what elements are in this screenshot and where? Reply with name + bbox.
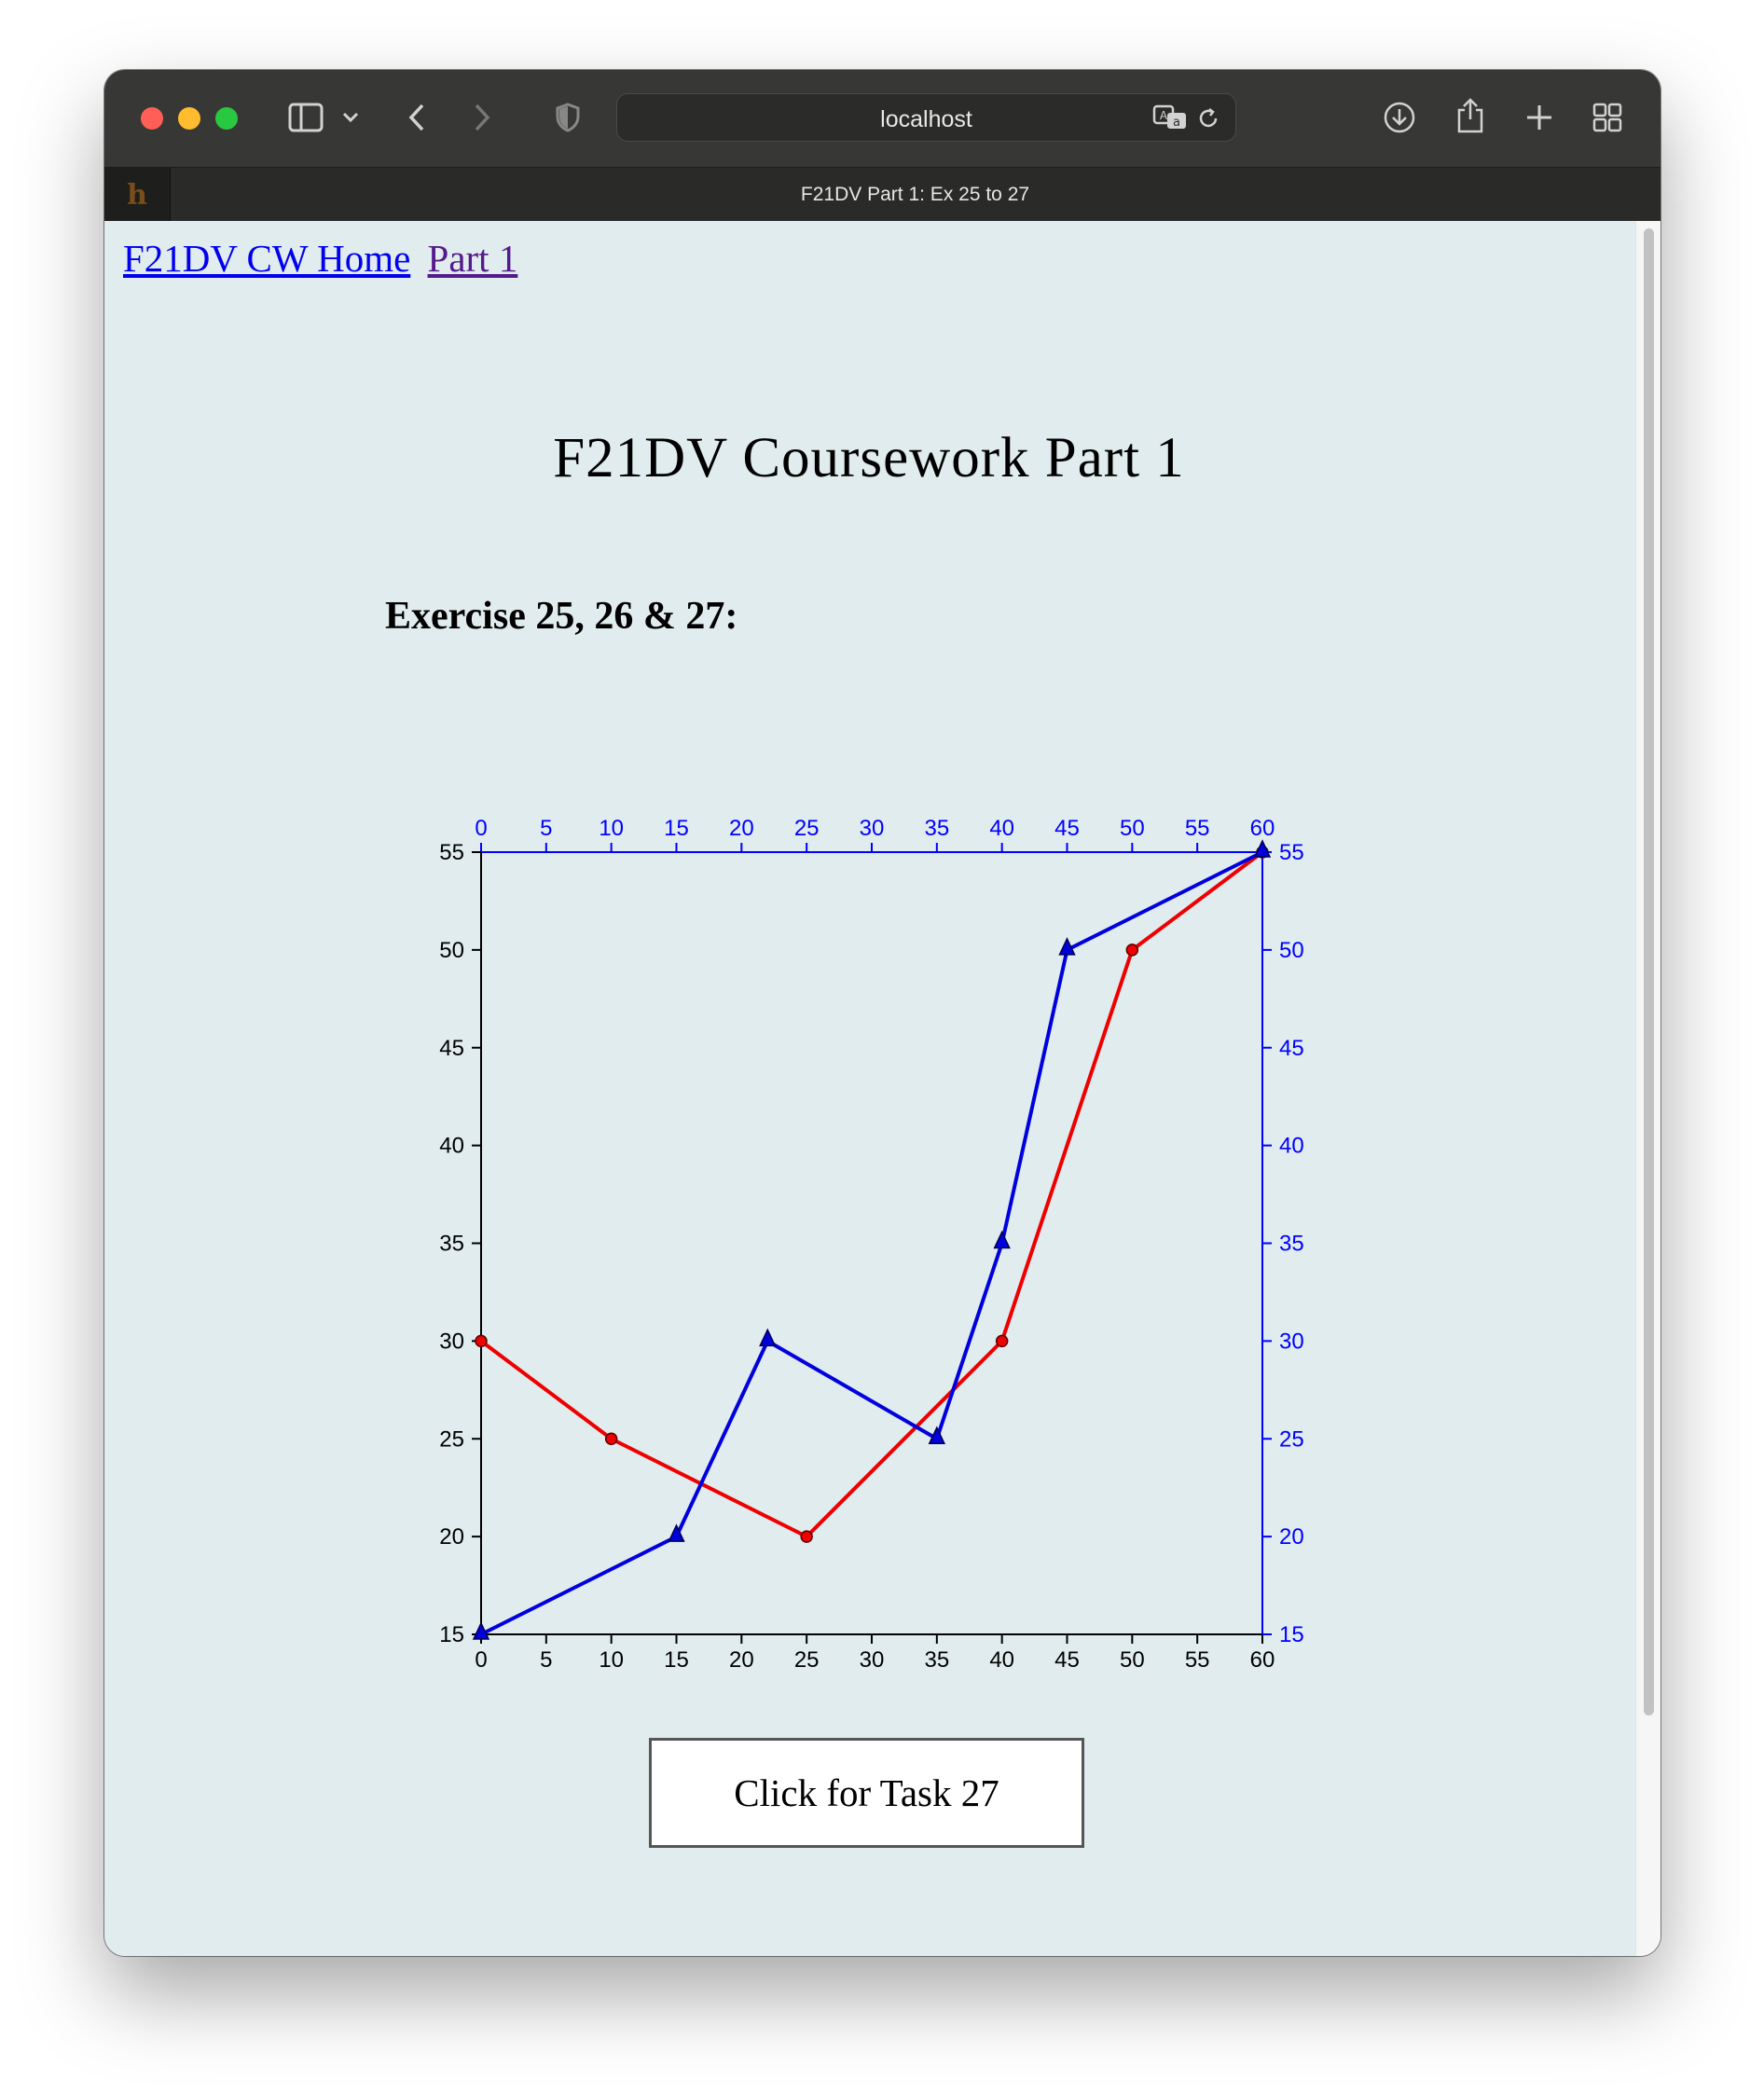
x-tick-label-bottom: 15 xyxy=(664,1647,689,1673)
tab-bar: h F21DV Part 1: Ex 25 to 27 xyxy=(104,167,1661,222)
data-point-circle xyxy=(1125,944,1139,957)
home-link[interactable]: F21DV CW Home xyxy=(123,237,411,280)
x-tick-label-top: 10 xyxy=(599,816,624,841)
data-point-circle xyxy=(475,1334,488,1348)
x-tick-label-bottom: 25 xyxy=(794,1647,820,1673)
zoom-window-button[interactable] xyxy=(215,107,238,130)
x-tick-label-top: 60 xyxy=(1250,816,1275,841)
page-content: F21DV CW Home Part 1 F21DV Coursework Pa… xyxy=(104,221,1661,1956)
sidebar-toggle-icon[interactable] xyxy=(287,101,324,134)
svg-text:A: A xyxy=(1160,109,1168,122)
data-point-circle xyxy=(800,1530,813,1543)
line-chart: 0055101015152020252530303535404045455050… xyxy=(439,816,1304,1673)
x-tick-label-bottom: 5 xyxy=(540,1647,552,1673)
task-27-button[interactable]: Click for Task 27 xyxy=(649,1738,1084,1848)
y-tick-label-left: 50 xyxy=(439,938,464,963)
y-tick-label-right: 40 xyxy=(1279,1134,1304,1159)
data-point-triangle xyxy=(928,1426,946,1444)
page-title: F21DV Coursework Part 1 xyxy=(553,427,1185,489)
active-tab-title[interactable]: F21DV Part 1: Ex 25 to 27 xyxy=(800,184,1030,205)
x-tick-label-bottom: 0 xyxy=(475,1647,487,1673)
data-point-circle xyxy=(604,1432,618,1445)
x-tick-label-bottom: 10 xyxy=(599,1647,624,1673)
x-tick-label-top: 35 xyxy=(924,816,949,841)
y-tick-label-right: 55 xyxy=(1279,840,1304,865)
x-tick-label-top: 55 xyxy=(1185,816,1210,841)
x-tick-label-bottom: 60 xyxy=(1250,1647,1275,1673)
y-tick-label-left: 40 xyxy=(439,1134,464,1159)
y-tick-label-right: 45 xyxy=(1279,1036,1304,1061)
data-point-triangle xyxy=(759,1328,777,1347)
data-point-triangle xyxy=(668,1523,685,1542)
y-tick-label-left: 35 xyxy=(439,1232,464,1257)
y-tick-label-right: 20 xyxy=(1279,1524,1304,1550)
new-tab-icon[interactable] xyxy=(1523,101,1556,134)
x-tick-label-bottom: 40 xyxy=(989,1647,1014,1673)
x-tick-label-top: 20 xyxy=(729,816,754,841)
x-tick-label-top: 5 xyxy=(540,816,552,841)
nav-links: F21DV CW Home Part 1 xyxy=(123,236,517,281)
x-tick-label-bottom: 30 xyxy=(860,1647,885,1673)
chevron-down-icon[interactable] xyxy=(340,107,361,128)
y-tick-label-right: 35 xyxy=(1279,1232,1304,1257)
data-point-circle xyxy=(995,1334,1009,1348)
address-url: localhost xyxy=(880,106,972,132)
reload-icon[interactable] xyxy=(1195,105,1221,131)
forward-icon[interactable] xyxy=(468,101,496,134)
x-tick-label-bottom: 35 xyxy=(924,1647,949,1673)
y-tick-label-left: 25 xyxy=(439,1426,464,1452)
x-tick-label-bottom: 50 xyxy=(1120,1647,1145,1673)
scrollbar[interactable] xyxy=(1635,221,1661,1956)
x-tick-label-top: 40 xyxy=(989,816,1014,841)
x-tick-label-top: 45 xyxy=(1054,816,1080,841)
downloads-icon[interactable] xyxy=(1381,99,1418,136)
data-point-triangle xyxy=(472,1621,490,1640)
share-icon[interactable] xyxy=(1452,95,1489,136)
x-tick-label-bottom: 55 xyxy=(1185,1647,1210,1673)
y-tick-label-right: 30 xyxy=(1279,1329,1304,1354)
svg-text:a: a xyxy=(1173,116,1180,130)
x-tick-label-top: 30 xyxy=(860,816,885,841)
data-point-triangle xyxy=(993,1230,1011,1249)
scrollbar-thumb[interactable] xyxy=(1644,228,1654,1715)
x-tick-label-bottom: 20 xyxy=(729,1647,754,1673)
y-tick-label-left: 55 xyxy=(439,840,464,865)
x-tick-label-top: 15 xyxy=(664,816,689,841)
y-tick-label-right: 50 xyxy=(1279,938,1304,963)
y-tick-label-right: 25 xyxy=(1279,1426,1304,1452)
minimize-window-button[interactable] xyxy=(178,107,200,130)
data-point-triangle xyxy=(1058,937,1076,956)
x-tick-label-top: 50 xyxy=(1120,816,1145,841)
y-tick-label-left: 45 xyxy=(439,1036,464,1061)
y-tick-label-right: 15 xyxy=(1279,1622,1304,1647)
close-window-button[interactable] xyxy=(141,107,163,130)
x-tick-label-bottom: 45 xyxy=(1054,1647,1080,1673)
y-tick-label-left: 15 xyxy=(439,1622,464,1647)
series-line-1 xyxy=(480,850,1263,1636)
back-icon[interactable] xyxy=(403,101,431,134)
exercise-heading: Exercise 25, 26 & 27: xyxy=(385,595,738,638)
tab-overview-icon[interactable] xyxy=(1591,101,1624,134)
x-tick-label-top: 0 xyxy=(475,816,487,841)
privacy-shield-icon[interactable] xyxy=(554,101,582,134)
series-line-0 xyxy=(479,850,1264,1539)
y-tick-label-left: 20 xyxy=(439,1524,464,1550)
x-tick-label-top: 25 xyxy=(794,816,820,841)
part1-link[interactable]: Part 1 xyxy=(427,237,518,280)
data-point-triangle xyxy=(1253,839,1272,858)
y-tick-label-left: 30 xyxy=(439,1329,464,1354)
pinned-tab-favicon-icon[interactable]: h xyxy=(104,168,171,222)
